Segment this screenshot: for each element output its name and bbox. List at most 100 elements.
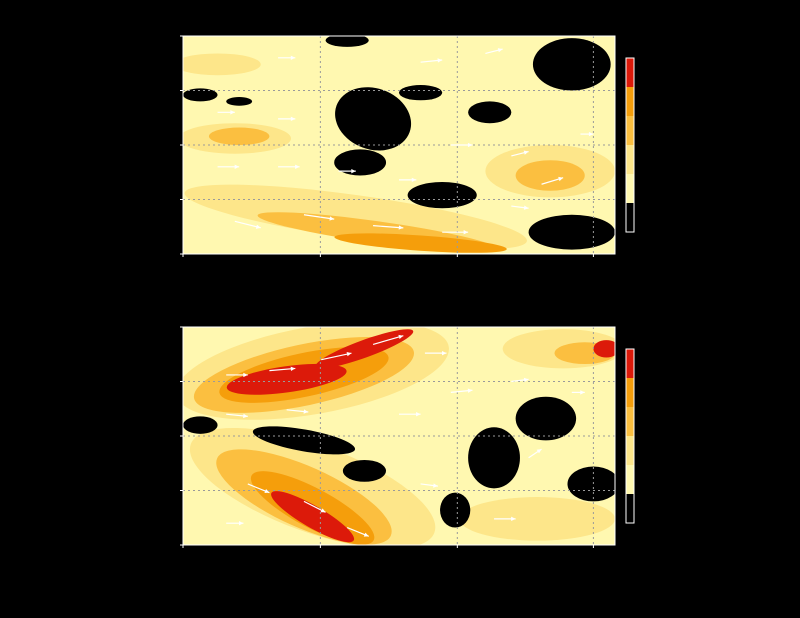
colorbar-segment [626,58,634,87]
contour-region [183,53,261,76]
wind-vector-head [230,110,235,115]
contour-region [407,182,477,209]
wind-vector [511,377,529,383]
wind-vector [399,177,417,183]
wind-vector [373,225,404,230]
wind-vector-head [523,205,529,210]
contour-region [271,491,355,543]
wind-vector [278,164,300,169]
colorbar-segment [626,87,634,116]
colorbar-segment [626,145,634,174]
contour-region [252,426,356,455]
contour-region [325,36,369,47]
wind-vector [372,334,404,346]
wind-vector [286,409,309,414]
contour-region [528,214,615,250]
colorbar-frame [625,57,635,233]
colorbar-segment [626,349,634,378]
wind-vector-head [290,55,296,60]
colorbar-segment [626,436,634,465]
contour-region [183,88,218,102]
wind-vector [226,521,244,526]
wind-vector-head [523,377,529,383]
wind-vector [338,168,356,174]
wind-vector [571,390,585,395]
wind-vector-shaft [303,214,335,220]
wind-vector-head [320,508,326,513]
plot-area [183,36,615,254]
wind-vector [511,150,529,157]
wind-vector-head [351,168,356,174]
wind-vector-head [523,150,529,155]
wind-vector-head [238,521,244,526]
wind-vector-head [295,164,300,169]
contour-region [399,85,443,101]
wind-vector [511,205,529,210]
wind-vector-head [467,142,473,148]
colorbar-segment [626,174,634,203]
top-colorbar [625,57,635,233]
wind-vector [278,55,296,60]
wind-vector-shaft [321,352,352,361]
wind-vector [226,372,248,378]
wind-vector [346,527,369,537]
wind-vector [321,351,352,361]
wind-vector [217,110,235,115]
wind-vector-head [558,176,564,182]
wind-vector [303,500,326,513]
wind-vector [303,214,335,221]
contour-region [334,233,507,253]
wind-vector [420,483,438,488]
wind-vector [485,48,503,55]
wind-vector [424,350,447,356]
contour-region [567,466,615,502]
contour-region [532,38,611,91]
wind-vector-shaft [373,225,404,229]
bottom-colorbar [625,348,635,524]
wind-vector [541,176,564,185]
wind-vector [234,220,261,229]
wind-vector-head [467,388,473,393]
wind-vector-head [363,532,369,537]
colorbar-segment [626,407,634,436]
contour-region [468,101,512,124]
contour-region [334,149,387,176]
wind-vector-head [234,164,240,169]
wind-vector-head [264,488,270,494]
colorbar-segment [626,203,634,232]
contour-region [593,340,615,358]
wind-vector-head [398,334,404,340]
contour-region [515,396,577,441]
contour-region [315,329,414,369]
contour-region [335,87,412,151]
wind-vector [420,58,443,63]
wind-vector [247,483,270,494]
wind-vector-head [580,390,585,395]
wind-vector [278,116,296,122]
contour-region [342,459,387,482]
wind-vector-head [437,58,443,63]
wind-vector [450,388,473,393]
wind-vector-head [329,216,335,221]
wind-vector-head [255,224,261,229]
wind-vector-head [411,177,417,183]
wind-vector [494,516,516,522]
contour-region [183,416,218,434]
wind-vector-head [463,230,469,235]
top-panel [180,35,616,257]
wind-vector [528,448,542,459]
wind-vector [442,230,469,235]
contour-region [440,492,471,528]
wind-vector-head [290,116,296,122]
colorbar-segment [626,116,634,145]
contour-region [226,363,347,395]
wind-vector-head [442,350,447,356]
colorbar-segment [626,465,634,494]
wind-vector-head [536,449,542,454]
wind-vector [226,413,248,419]
wind-vector-head [243,413,248,419]
contour-region [468,427,520,489]
wind-vector [269,366,296,372]
wind-vector-head [243,372,248,378]
